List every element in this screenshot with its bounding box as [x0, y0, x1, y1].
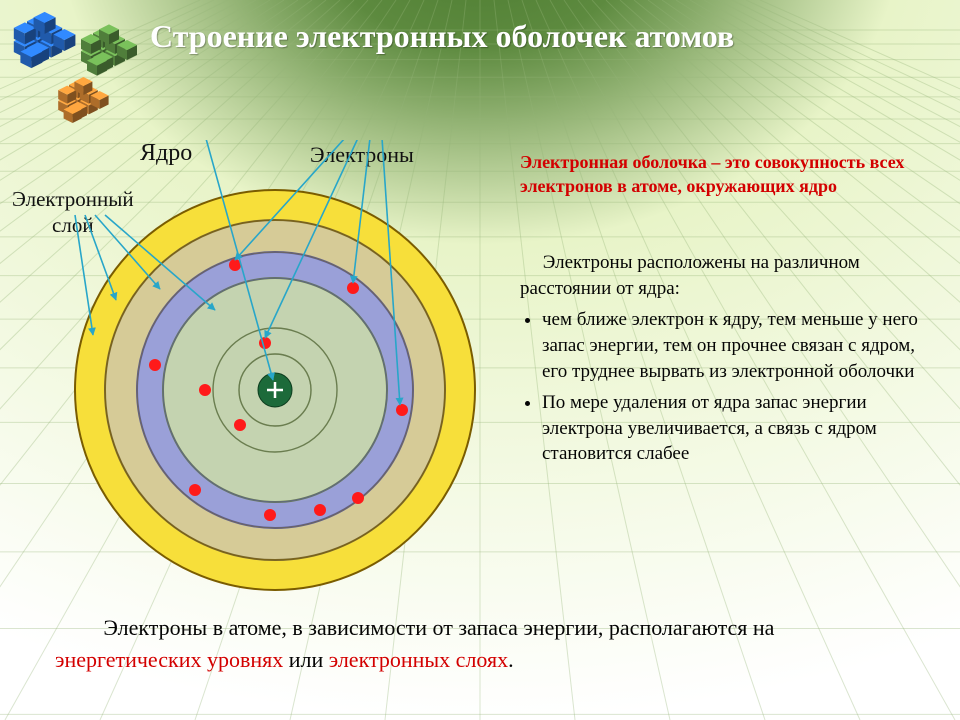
bottom-text: Электроны в атоме, в зависимости от запа…	[55, 612, 905, 676]
body-intro: Электроны расположены на различном расст…	[520, 250, 940, 301]
body-item: чем ближе электрон к ядру, тем меньше у …	[542, 307, 940, 384]
slide-root: Строение электронных оболочек атомов Ядр…	[0, 0, 960, 720]
bottom-t1: Электроны в атоме, в зависимости от запа…	[103, 615, 774, 640]
atom-diagram	[20, 140, 530, 610]
body-text: Электроны расположены на различном расст…	[520, 250, 940, 473]
definition-text: Электронная оболочка – это совокупность …	[520, 150, 930, 199]
bottom-hl1: энергетических уровнях	[55, 647, 283, 672]
bottom-t3: .	[508, 647, 514, 672]
bottom-hl2: электронных слоях	[329, 647, 508, 672]
bottom-t2: или	[283, 647, 329, 672]
page-title: Строение электронных оболочек атомов	[150, 18, 940, 55]
body-list: чем ближе электрон к ядру, тем меньше у …	[520, 307, 940, 467]
body-item: По мере удаления от ядра запас энергии э…	[542, 390, 940, 467]
